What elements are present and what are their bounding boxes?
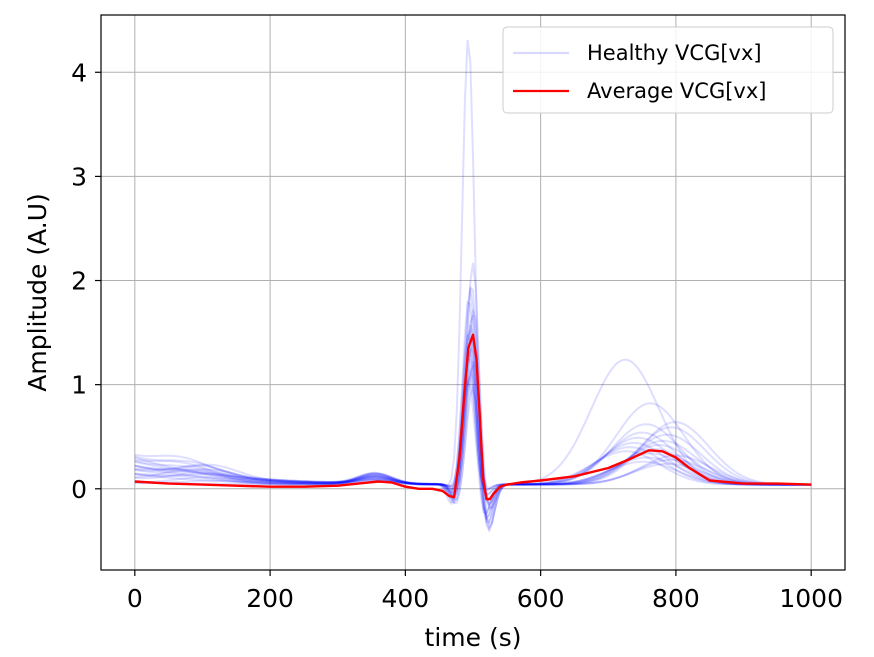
x-tick-label: 0 — [127, 584, 143, 613]
healthy-vcg-line — [134, 288, 812, 520]
healthy-vcg-line — [134, 329, 812, 502]
x-tick-label: 1000 — [779, 584, 843, 613]
x-tick-label: 800 — [652, 584, 700, 613]
healthy-vcg-line — [134, 314, 812, 506]
x-tick-label: 200 — [246, 584, 294, 613]
y-axis-label: Amplitude (A.U) — [23, 193, 52, 391]
healthy-vcg-line — [134, 356, 812, 516]
average-vcg-line — [134, 333, 812, 501]
y-tick-label: 0 — [71, 475, 87, 504]
y-tick-label: 3 — [71, 162, 87, 191]
x-axis-label: time (s) — [425, 623, 522, 652]
healthy-series-group — [134, 39, 812, 533]
healthy-vcg-line — [134, 346, 812, 525]
x-tick-label: 600 — [517, 584, 565, 613]
legend: Healthy VCG[vx] Average VCG[vx] — [502, 26, 834, 114]
legend-box — [502, 26, 834, 114]
healthy-vcg-line — [134, 334, 812, 497]
healthy-vcg-line — [134, 309, 812, 509]
healthy-vcg-line — [134, 373, 812, 497]
x-axis-ticks: 0 200 400 600 800 1000 — [127, 570, 843, 613]
y-tick-label: 4 — [71, 58, 87, 87]
y-tick-label: 1 — [71, 371, 87, 400]
healthy-vcg-line — [134, 367, 812, 501]
healthy-vcg-line — [134, 262, 812, 530]
healthy-vcg-line — [134, 285, 812, 524]
healthy-vcg-line — [134, 363, 812, 507]
legend-entry-average: Average VCG[vx] — [587, 79, 766, 103]
average-series-group — [134, 333, 812, 501]
x-tick-label: 400 — [382, 584, 430, 613]
plot-area-frame — [100, 14, 846, 571]
healthy-vcg-line — [134, 378, 812, 492]
healthy-vcg-line — [134, 384, 812, 533]
y-axis-ticks: 0 1 2 3 4 — [71, 58, 101, 504]
legend-entry-healthy: Healthy VCG[vx] — [587, 41, 762, 65]
healthy-vcg-line — [134, 350, 812, 522]
y-tick-label: 2 — [71, 267, 87, 296]
